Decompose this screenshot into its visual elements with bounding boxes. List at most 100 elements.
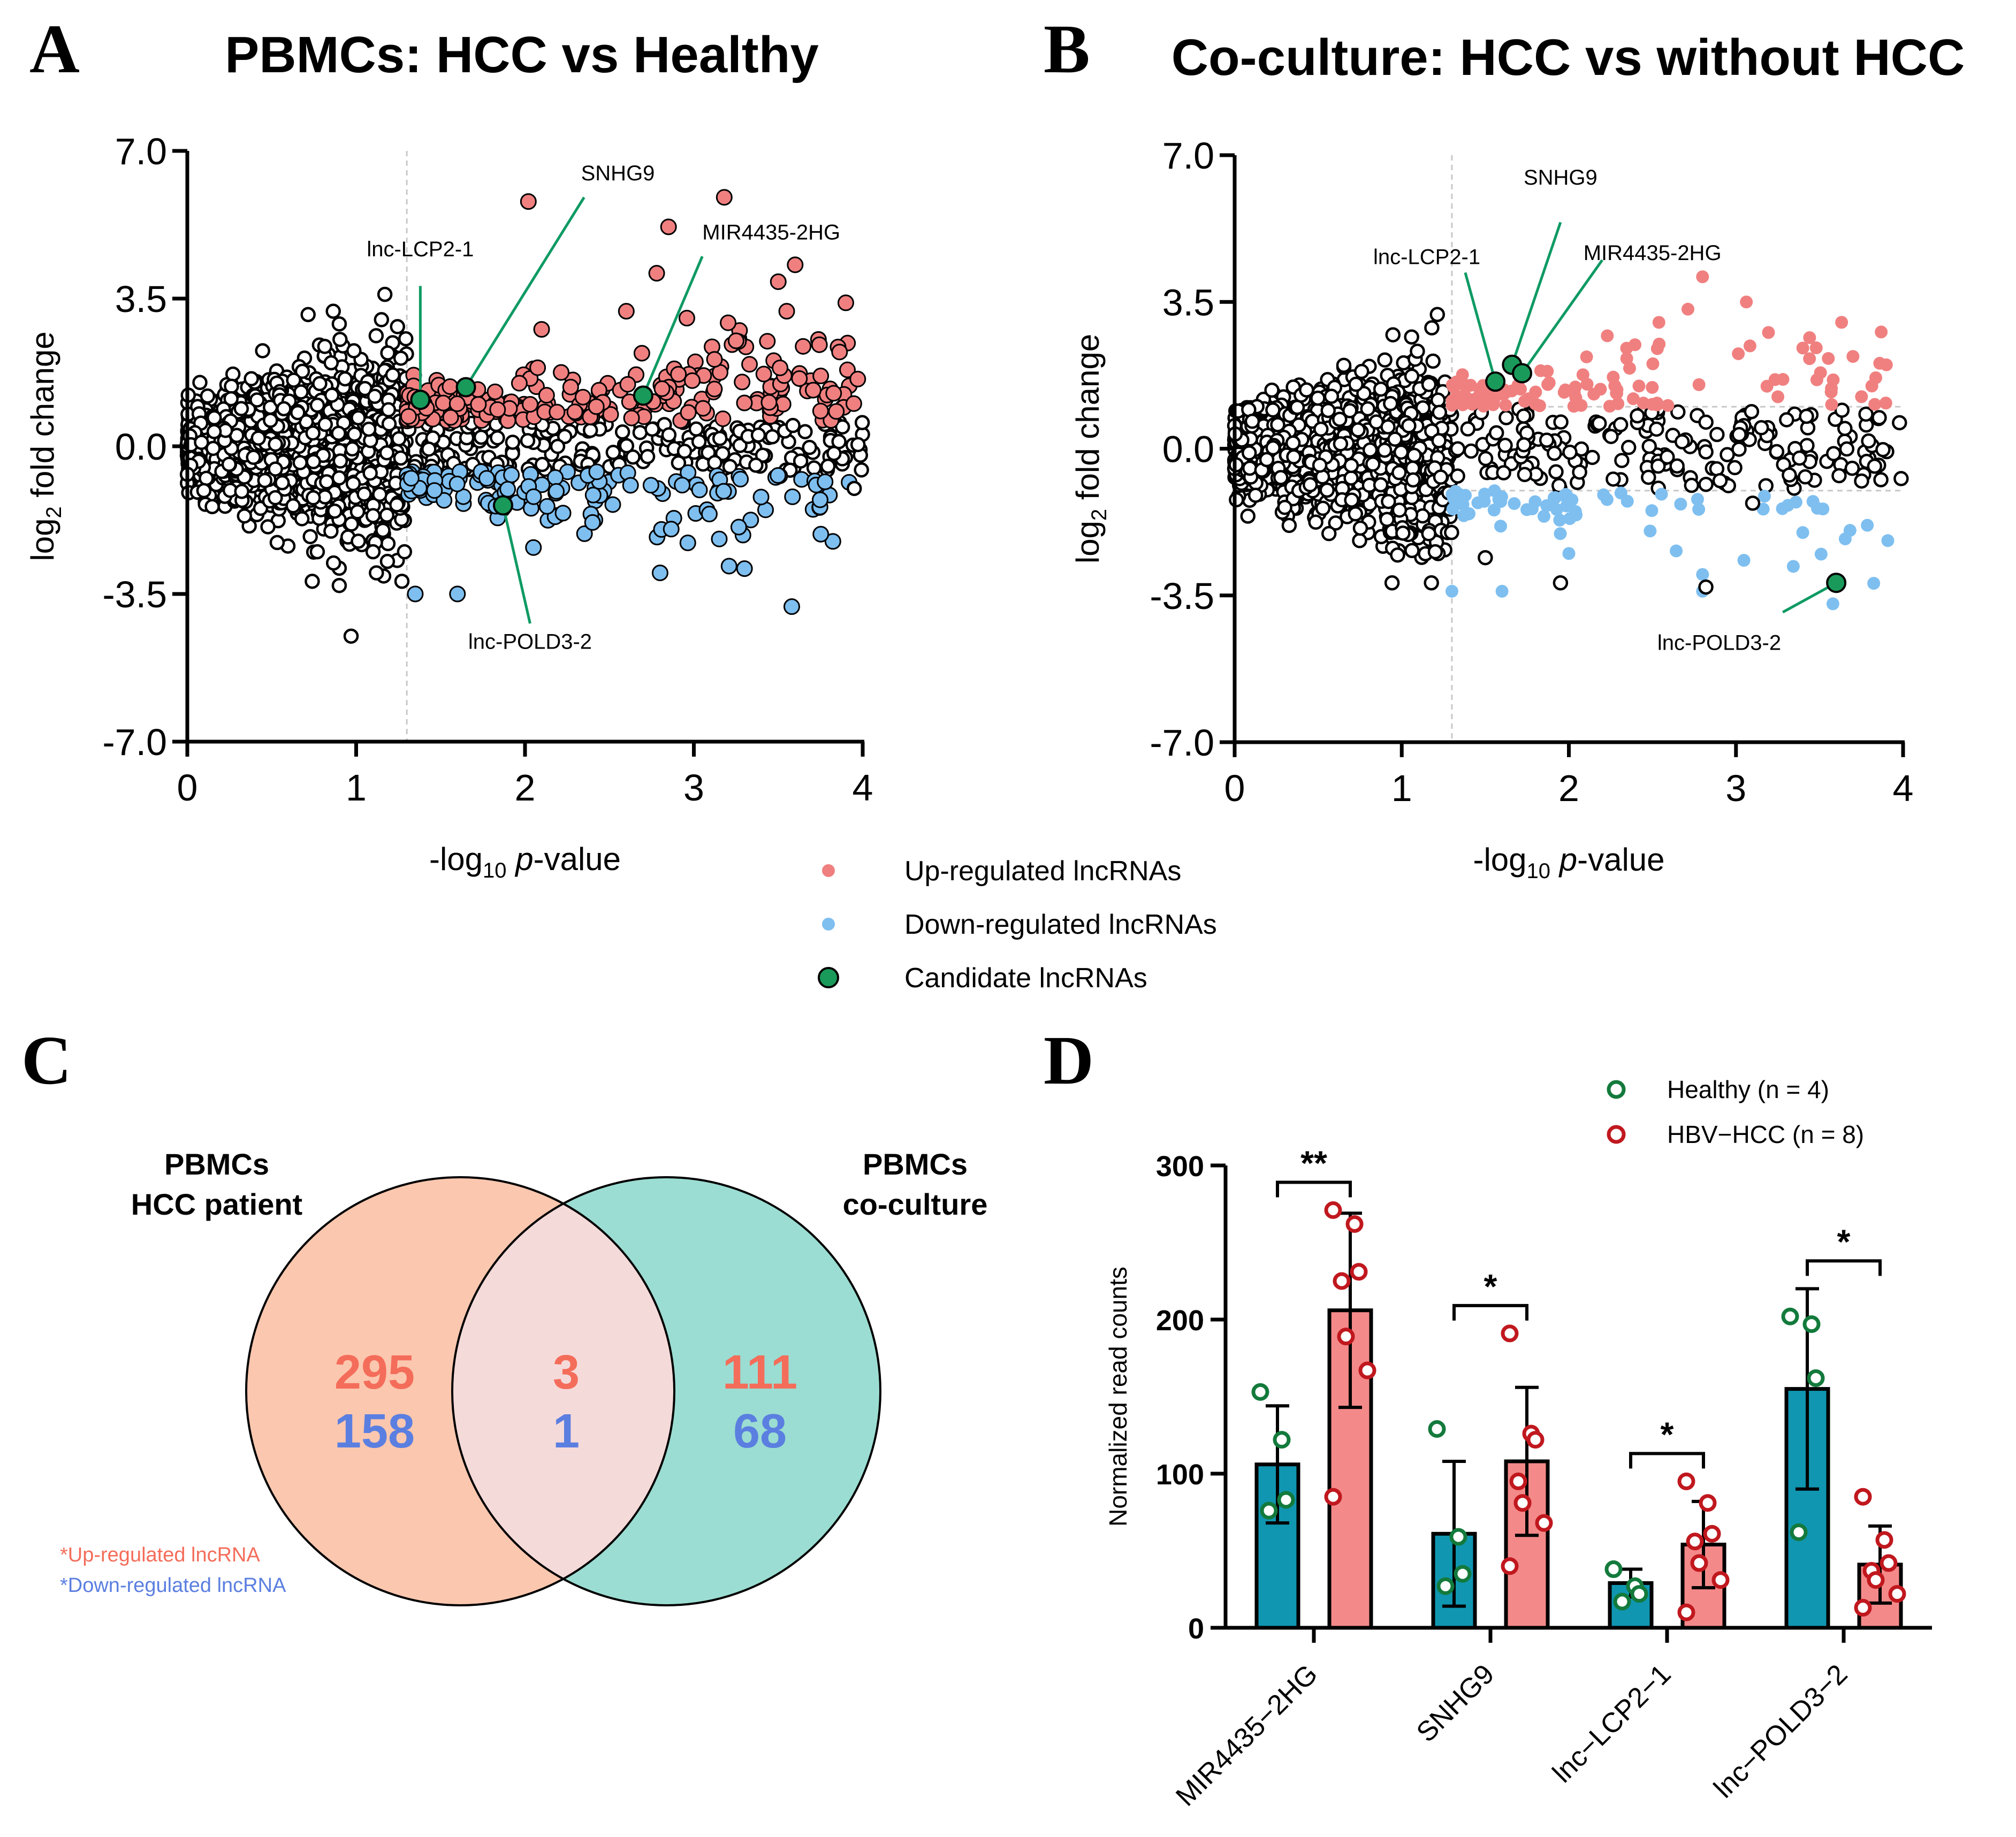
down-regulated-point: [732, 470, 749, 487]
background-point: [1684, 477, 1700, 493]
background-point: [1612, 417, 1629, 432]
up-regulated-point: [529, 359, 546, 376]
data-point-hcc: [1324, 1201, 1342, 1219]
background-point: [1893, 471, 1909, 486]
background-point: [1395, 525, 1411, 541]
background-point: [802, 439, 817, 455]
candidate-label: MIR4435-2HG: [1584, 241, 1722, 265]
up-regulated-point: [831, 344, 848, 361]
background-point: [361, 421, 377, 437]
panel-b-title: Co-culture: HCC vs without HCC: [1171, 29, 1965, 86]
legend-candidate-label: Candidate lncRNAs: [904, 963, 1147, 994]
background-point: [1424, 320, 1440, 336]
up-regulated-point: [1768, 373, 1782, 386]
background-point: [246, 449, 261, 465]
background-point: [1478, 550, 1493, 566]
background-point: [306, 454, 321, 470]
background-point: [237, 508, 253, 524]
up-regulated-point: [1681, 302, 1694, 316]
background-point: [550, 438, 566, 454]
background-point: [1516, 437, 1532, 453]
background-point: [1383, 395, 1398, 411]
up-regulated-point: [1542, 376, 1556, 390]
candidate-label: lnc-LCP2-1: [1373, 246, 1480, 269]
background-point: [793, 453, 809, 469]
x-tick-label: 0: [177, 767, 198, 809]
background-point: [331, 470, 347, 486]
up-regulated-point: [1696, 270, 1709, 284]
background-point: [1286, 449, 1302, 464]
x-tick-label: SNHG9: [1411, 1658, 1501, 1748]
up-regulated-point: [1880, 358, 1893, 371]
down-regulated-point: [691, 482, 708, 499]
up-regulated-point: [1868, 398, 1882, 411]
background-point: [249, 392, 265, 408]
background-point: [294, 511, 310, 527]
down-regulated-point: [1621, 494, 1634, 508]
candidate-leader-line: [501, 505, 531, 624]
down-regulated-point: [1553, 513, 1566, 527]
up-regulated-point: [619, 376, 636, 393]
background-point: [490, 430, 505, 446]
down-regulated-point: [642, 477, 659, 494]
background-point: [1365, 456, 1381, 472]
data-point-hcc: [1337, 1328, 1355, 1346]
up-regulated-point: [1487, 398, 1500, 411]
venn-overlap-down-count: 1: [553, 1405, 580, 1458]
up-regulated-point: [1652, 316, 1665, 329]
panel-a-title: PBMCs: HCC vs Healthy: [225, 26, 819, 83]
background-point: [1698, 579, 1714, 595]
background-point: [286, 372, 301, 388]
up-regulated-point: [1580, 350, 1593, 363]
data-point-healthy: [1604, 1560, 1623, 1579]
x-tick-label: lnc−POLD3−2: [1708, 1658, 1853, 1804]
background-point: [393, 450, 409, 466]
volcano-plot-b: lnc-LCP2-1 SNHG9 MIR4435-2HG lnc-POLD3-2 -7.…: [1070, 135, 1913, 883]
background-point: [1614, 453, 1630, 468]
background-point: [1277, 499, 1292, 515]
background-point: [764, 429, 780, 445]
background-point: [389, 497, 405, 513]
up-regulated-point: [1810, 373, 1823, 386]
down-regulated-point: [1796, 526, 1809, 539]
up-regulated-point: [1692, 378, 1706, 391]
background-point: [331, 425, 346, 441]
up-regulated-point: [442, 378, 459, 395]
legend-marker-hcc: [1607, 1125, 1626, 1144]
up-regulated-point: [538, 387, 555, 404]
background-point: [317, 416, 333, 432]
up-regulated-point: [1471, 391, 1484, 405]
up-regulated-point: [1574, 399, 1588, 412]
background-point: [1320, 402, 1336, 418]
up-regulated-point: [1541, 364, 1554, 378]
background-point: [691, 434, 707, 449]
up-regulated-point: [1846, 350, 1860, 363]
background-point: [1312, 458, 1328, 473]
up-regulated-point: [520, 193, 537, 210]
background-point: [1460, 421, 1476, 437]
background-point: [582, 423, 598, 438]
background-point: [1517, 467, 1533, 483]
data-point-hcc: [1703, 1525, 1721, 1543]
down-regulated-point: [1494, 520, 1508, 533]
y-tick-label: 3.5: [115, 278, 167, 320]
background-point: [327, 503, 343, 519]
y-tick-label: 0.0: [1162, 429, 1214, 470]
background-point: [1478, 451, 1494, 467]
up-regulated-point: [660, 218, 677, 235]
x-axis-label: -log10 p-value: [429, 841, 621, 882]
background-point: [1406, 447, 1422, 463]
data-point-healthy: [1613, 1592, 1631, 1611]
down-regulated-point: [449, 585, 466, 603]
background-point: [300, 307, 316, 323]
background-point: [349, 504, 366, 520]
down-regulated-point: [525, 539, 542, 556]
down-regulated-point: [584, 514, 601, 531]
down-regulated-point: [1537, 509, 1550, 523]
down-regulated-point: [770, 467, 787, 484]
background-point: [372, 486, 387, 502]
background-point: [1333, 436, 1349, 452]
background-point: [1247, 487, 1264, 503]
data-point-healthy: [1449, 1528, 1467, 1546]
up-regulated-point: [470, 396, 487, 413]
